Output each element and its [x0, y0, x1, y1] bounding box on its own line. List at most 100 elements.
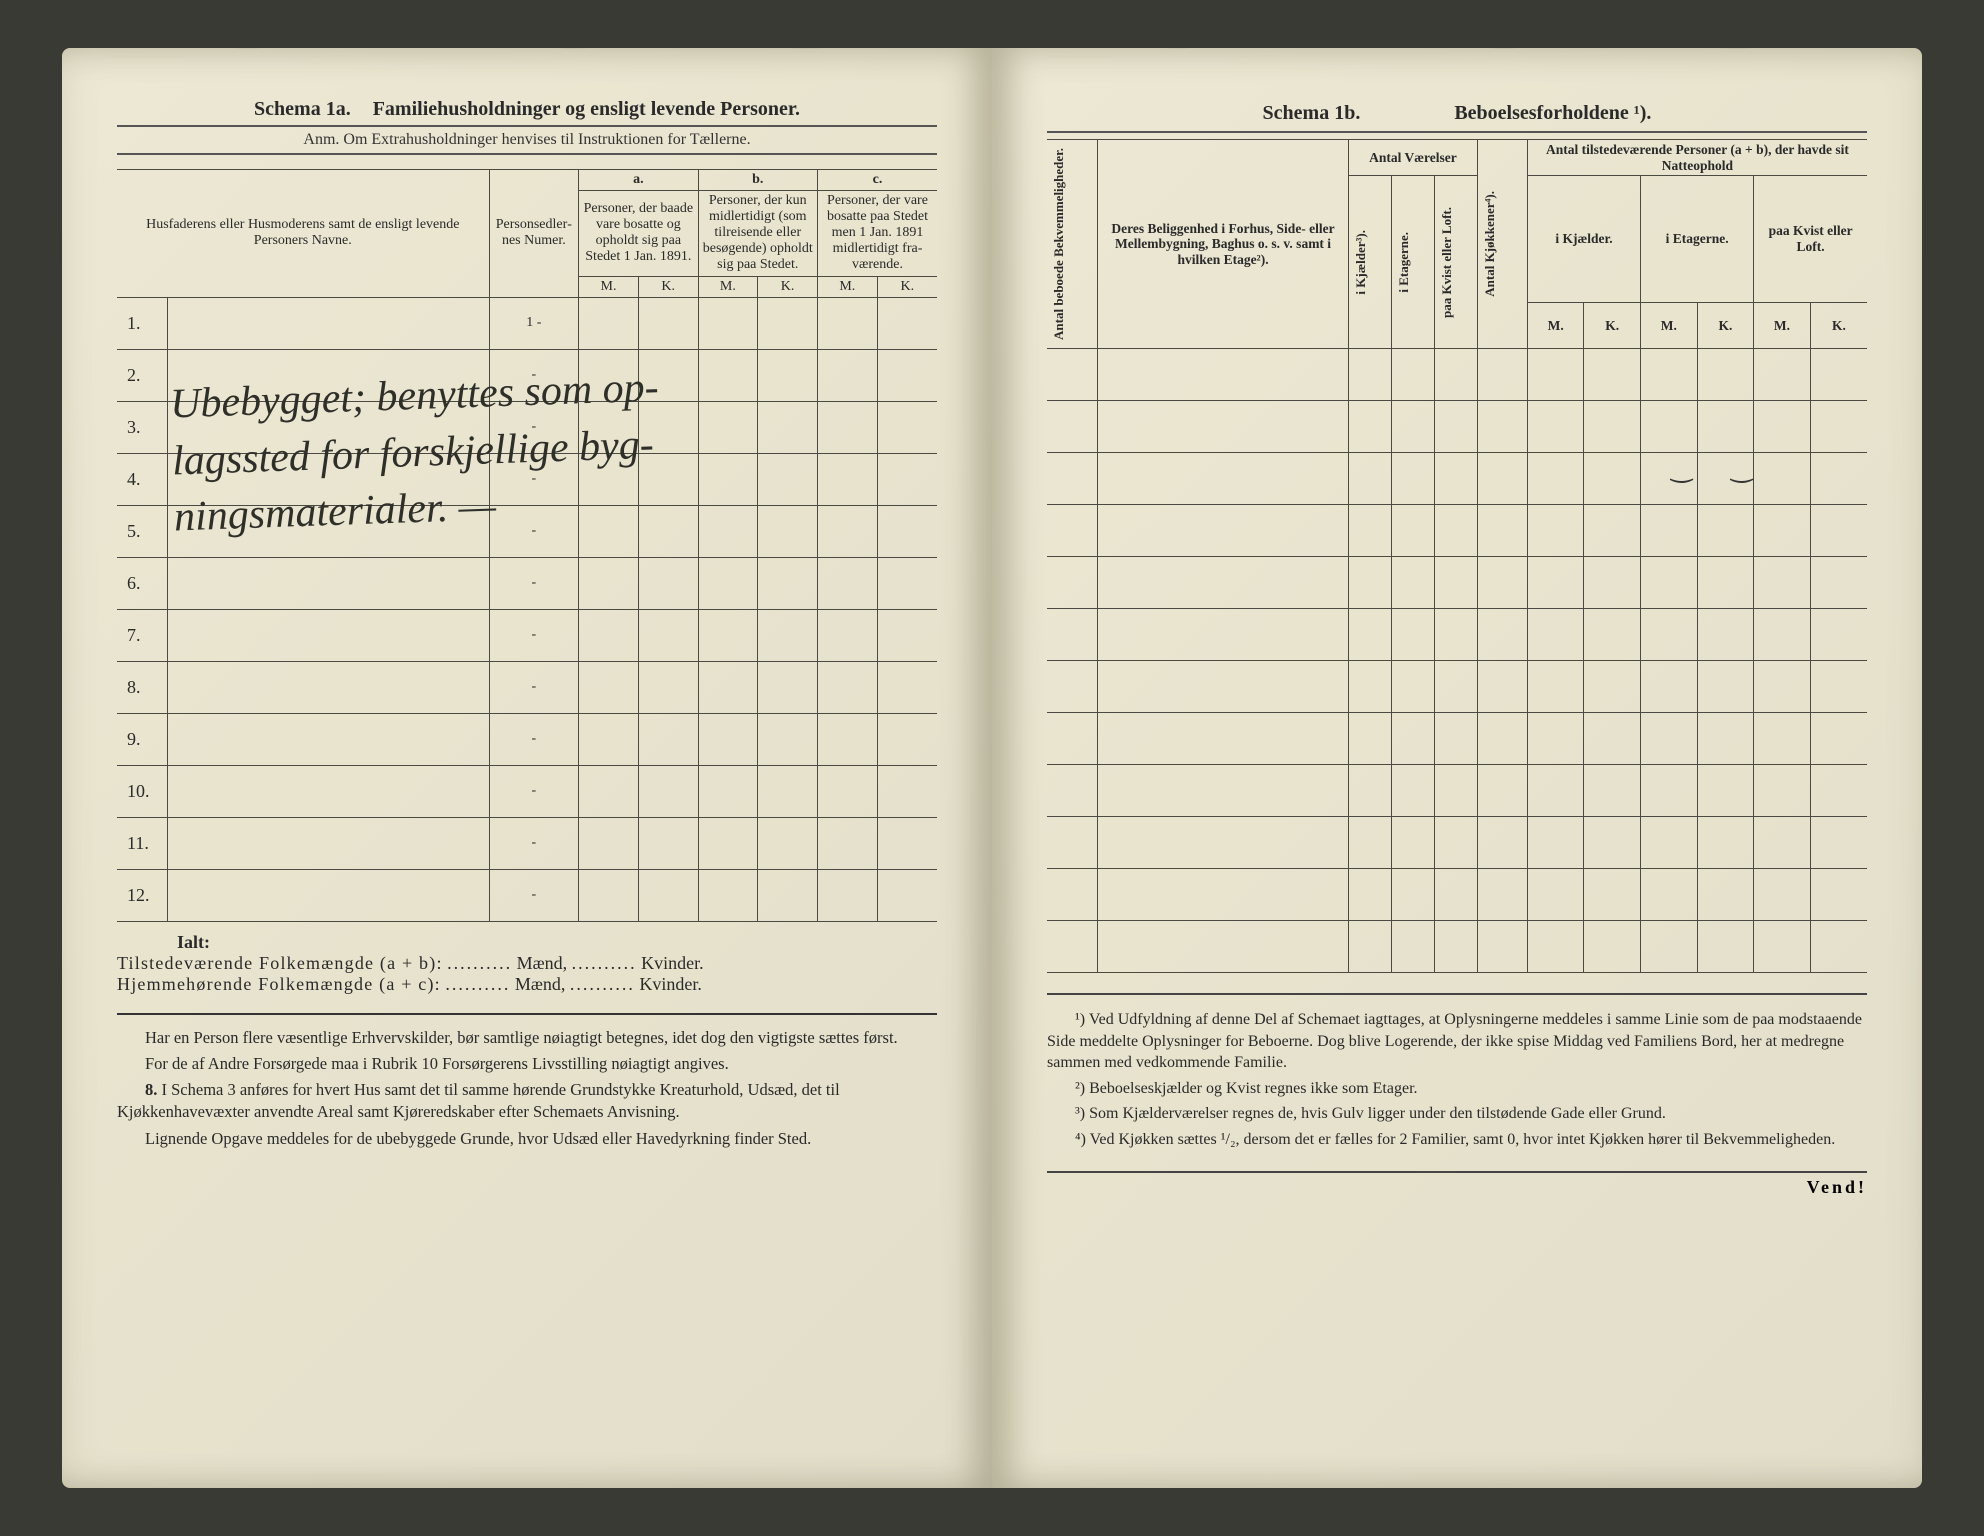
- data-cell: [1392, 348, 1435, 400]
- footnote-divider: [1047, 993, 1867, 995]
- schema-1b-label: Schema 1b.: [1263, 102, 1361, 124]
- data-cell: [1434, 504, 1477, 556]
- data-cell: [1641, 504, 1698, 556]
- data-cell: [1584, 452, 1641, 504]
- right-footnotes: ¹) Ved Udfyldning af denne Del af Schema…: [1047, 1009, 1867, 1151]
- data-cell: [1527, 348, 1584, 400]
- table-row: 1.1 -: [117, 297, 937, 349]
- data-cell: [1527, 608, 1584, 660]
- data-cell: [1697, 608, 1754, 660]
- data-cell: [1477, 660, 1527, 712]
- data-cell: [1434, 868, 1477, 920]
- data-cell: [1754, 452, 1811, 504]
- tick-mark-2: ‿: [1731, 454, 1752, 484]
- ialt-line-1: Tilstedeværende Folkemængde (a + b): ...…: [117, 953, 937, 974]
- data-cell: [1097, 764, 1349, 816]
- grp-vaerelser: Antal Værelser: [1349, 140, 1477, 176]
- col-c-m: M.: [817, 276, 877, 297]
- data-cell: [1584, 816, 1641, 868]
- table-row: [1047, 400, 1867, 452]
- data-cell: [1434, 660, 1477, 712]
- data-cell: [1434, 348, 1477, 400]
- table-row: [1047, 712, 1867, 764]
- data-cell: [1584, 920, 1641, 972]
- table-row: 11.-: [117, 817, 937, 869]
- data-cell: [1810, 400, 1867, 452]
- row-number: 1.: [117, 297, 168, 349]
- data-cell: [1527, 816, 1584, 868]
- data-cell: [1810, 764, 1867, 816]
- data-cell: [1810, 452, 1867, 504]
- data-cell: [1810, 348, 1867, 400]
- name-cell: [168, 505, 490, 557]
- table-row: [1047, 764, 1867, 816]
- row-number: 12.: [117, 869, 168, 921]
- data-cell: [1097, 712, 1349, 764]
- name-cell: [168, 557, 490, 609]
- table-row: [1047, 608, 1867, 660]
- data-cell: [1810, 504, 1867, 556]
- data-cell: [1434, 608, 1477, 660]
- col-kjokkener: Antal Kjøkkener⁴).: [1481, 185, 1500, 303]
- sub-kjaelder: i Kjæl­der.: [1527, 176, 1640, 303]
- col-b-k: K.: [758, 276, 818, 297]
- col-header-c: Personer, der vare bosatte paa Stedet me…: [817, 191, 937, 276]
- data-cell: [1097, 868, 1349, 920]
- data-cell: [1584, 400, 1641, 452]
- p-kv-k: K.: [1810, 302, 1867, 348]
- table-row: 8.-: [117, 661, 937, 713]
- row-number: 4.: [117, 453, 168, 505]
- data-cell: [1047, 556, 1097, 608]
- data-cell: [1392, 660, 1435, 712]
- grp-personer: Antal tilstedeværende Personer (a + b), …: [1527, 140, 1867, 176]
- data-cell: [1477, 712, 1527, 764]
- table-row: 5.-: [117, 505, 937, 557]
- data-cell: [1097, 504, 1349, 556]
- schema-1b-title: Beboelsesforholdene ¹).: [1454, 102, 1651, 124]
- data-cell: [1527, 660, 1584, 712]
- data-cell: [1047, 608, 1097, 660]
- data-cell: [1097, 920, 1349, 972]
- person-num-cell: -: [489, 349, 579, 401]
- data-cell: [1434, 452, 1477, 504]
- data-cell: [1392, 816, 1435, 868]
- data-cell: [1527, 712, 1584, 764]
- col-antal-bekv: Antal beboede Bekvemmeligheder.: [1050, 142, 1069, 346]
- data-cell: [1641, 608, 1698, 660]
- name-cell: [168, 661, 490, 713]
- data-cell: [1392, 400, 1435, 452]
- p-et-k: K.: [1697, 302, 1754, 348]
- data-cell: [1527, 556, 1584, 608]
- data-cell: [1754, 816, 1811, 868]
- row-number: 5.: [117, 505, 168, 557]
- data-cell: [1754, 400, 1811, 452]
- data-cell: [1349, 660, 1392, 712]
- data-cell: [1434, 556, 1477, 608]
- table-row: 6.-: [117, 557, 937, 609]
- col-group-c: c.: [817, 170, 937, 191]
- data-cell: [1434, 764, 1477, 816]
- row-number: 11.: [117, 817, 168, 869]
- data-cell: [1392, 608, 1435, 660]
- data-cell: [1641, 400, 1698, 452]
- data-cell: [1097, 556, 1349, 608]
- data-cell: [1392, 712, 1435, 764]
- data-cell: [1477, 348, 1527, 400]
- col-v-kvist: paa Kvist eller Loft.: [1438, 201, 1457, 324]
- data-cell: [1810, 608, 1867, 660]
- note-p2: For de af Andre Forsørgede maa i Rubrik …: [117, 1053, 937, 1075]
- p-kj-m: M.: [1527, 302, 1584, 348]
- data-cell: [1047, 816, 1097, 868]
- row-number: 9.: [117, 713, 168, 765]
- data-cell: [1477, 504, 1527, 556]
- data-cell: [1349, 920, 1392, 972]
- data-cell: [1047, 660, 1097, 712]
- data-cell: [1477, 868, 1527, 920]
- data-cell: [1584, 504, 1641, 556]
- book-spread: Schema 1a. Familiehusholdninger og ensli…: [62, 48, 1922, 1488]
- data-cell: [1349, 868, 1392, 920]
- footnote-1: ¹) Ved Udfyldning af denne Del af Schema…: [1047, 1009, 1867, 1074]
- schema-1a-table: Husfaderens eller Husmode­rens samt de e…: [117, 169, 937, 922]
- name-cell: [168, 817, 490, 869]
- table-row: [1047, 816, 1867, 868]
